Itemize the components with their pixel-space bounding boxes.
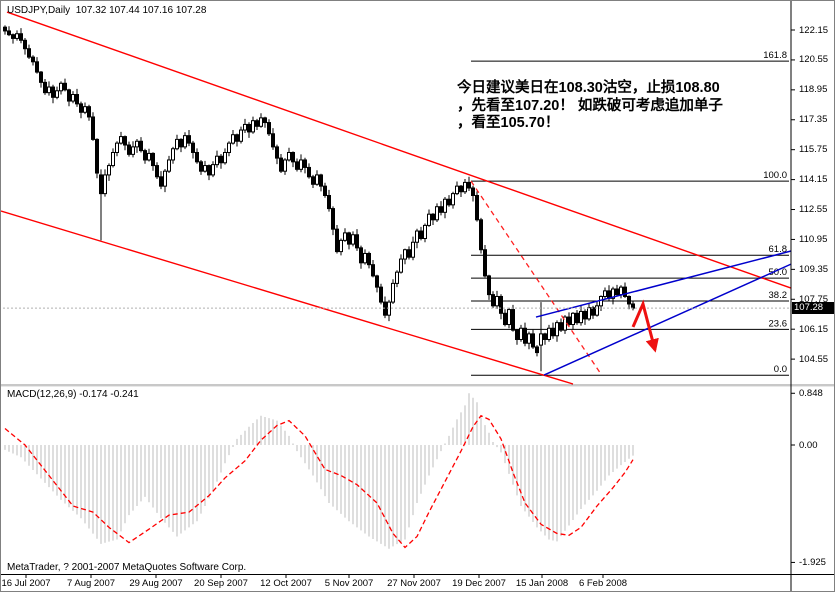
macd-axis-label: 0.00: [799, 439, 818, 451]
time-axis-label: 12 Oct 2007: [260, 578, 312, 589]
annotation-line-2: ，先看至107.20！ 如跌破可考虑追加单子: [457, 97, 723, 114]
price-axis-label: 120.55: [799, 54, 829, 66]
fib-level-label: 38.2: [769, 290, 788, 301]
time-axis-label: 20 Sep 2007: [194, 578, 248, 589]
fib-level-label: 0.0: [774, 364, 787, 375]
macd-indicator: [4, 393, 634, 549]
price-axis-label: 122.15: [799, 24, 829, 36]
price-axis-label: 112.55: [799, 204, 828, 216]
fib-level-label: 100.0: [763, 170, 787, 181]
price-axis-label: 106.15: [799, 323, 829, 335]
time-axis-label: 7 Aug 2007: [66, 578, 116, 589]
fib-level-label: 161.8: [763, 50, 787, 61]
trendline-fib-diagonal[interactable]: [470, 180, 602, 375]
trendline-support-lower-blue[interactable]: [543, 263, 792, 376]
time-axis[interactable]: [1, 574, 834, 591]
trendline-channel-upper[interactable]: [6, 11, 792, 289]
time-axis-label: 15 Jan 2008: [515, 578, 569, 589]
macd-axis-label: 0.848: [799, 387, 823, 399]
price-axis-label: 104.55: [799, 353, 829, 365]
price-axis-label: 114.15: [799, 174, 828, 186]
sell-arrow: [631, 299, 659, 353]
time-axis-label: 19 Dec 2007: [452, 578, 506, 589]
fibonacci-levels: 161.8 100.0 61.8 50.0 38.2 23.6 0.0: [471, 50, 789, 376]
time-axis-label: 6 Feb 2008: [578, 578, 628, 589]
time-axis-label: 27 Nov 2007: [387, 578, 441, 589]
macd-label: MACD(12,26,9) -0.174 -0.241: [7, 389, 139, 400]
chart-title: USDJPY,Daily 107.32 107.44 107.16 107.28: [7, 5, 207, 16]
macd-axis-label: -1.925: [799, 556, 826, 568]
price-axis-label: 118.95: [799, 84, 828, 96]
current-price-badge: 107.28: [792, 302, 834, 314]
annotation-line-1: 今日建议美日在108.30沽空，止损108.80: [457, 80, 720, 96]
fib-level-label: 23.6: [769, 318, 788, 329]
time-axis-label: 5 Nov 2007: [324, 578, 374, 589]
copyright-text: MetaTrader, ? 2001-2007 MetaQuotes Softw…: [7, 562, 247, 573]
trendlines[interactable]: [1, 11, 792, 385]
candlestick-series: [3, 25, 635, 372]
price-axis-label: 117.35: [799, 114, 828, 126]
price-axis-label: 110.95: [799, 233, 828, 245]
trade-annotation: 今日建议美日在108.30沽空，止损108.80 ，先看至107.20！ 如跌破…: [457, 80, 787, 133]
fib-level-label: 50.0: [769, 267, 788, 278]
time-axis-label: 16 Jul 2007: [1, 578, 51, 589]
trendline-channel-lower[interactable]: [1, 210, 574, 385]
fib-level-label: 61.8: [769, 244, 788, 255]
time-axis-label: 29 Aug 2007: [129, 578, 183, 589]
price-axis-label: 109.35: [799, 263, 829, 275]
annotation-line-3: ，看至105.70！: [457, 115, 560, 131]
trendline-support-upper-blue[interactable]: [535, 250, 792, 318]
price-axis-label: 115.75: [799, 144, 828, 156]
price-axis-label: 107.75: [799, 293, 829, 305]
